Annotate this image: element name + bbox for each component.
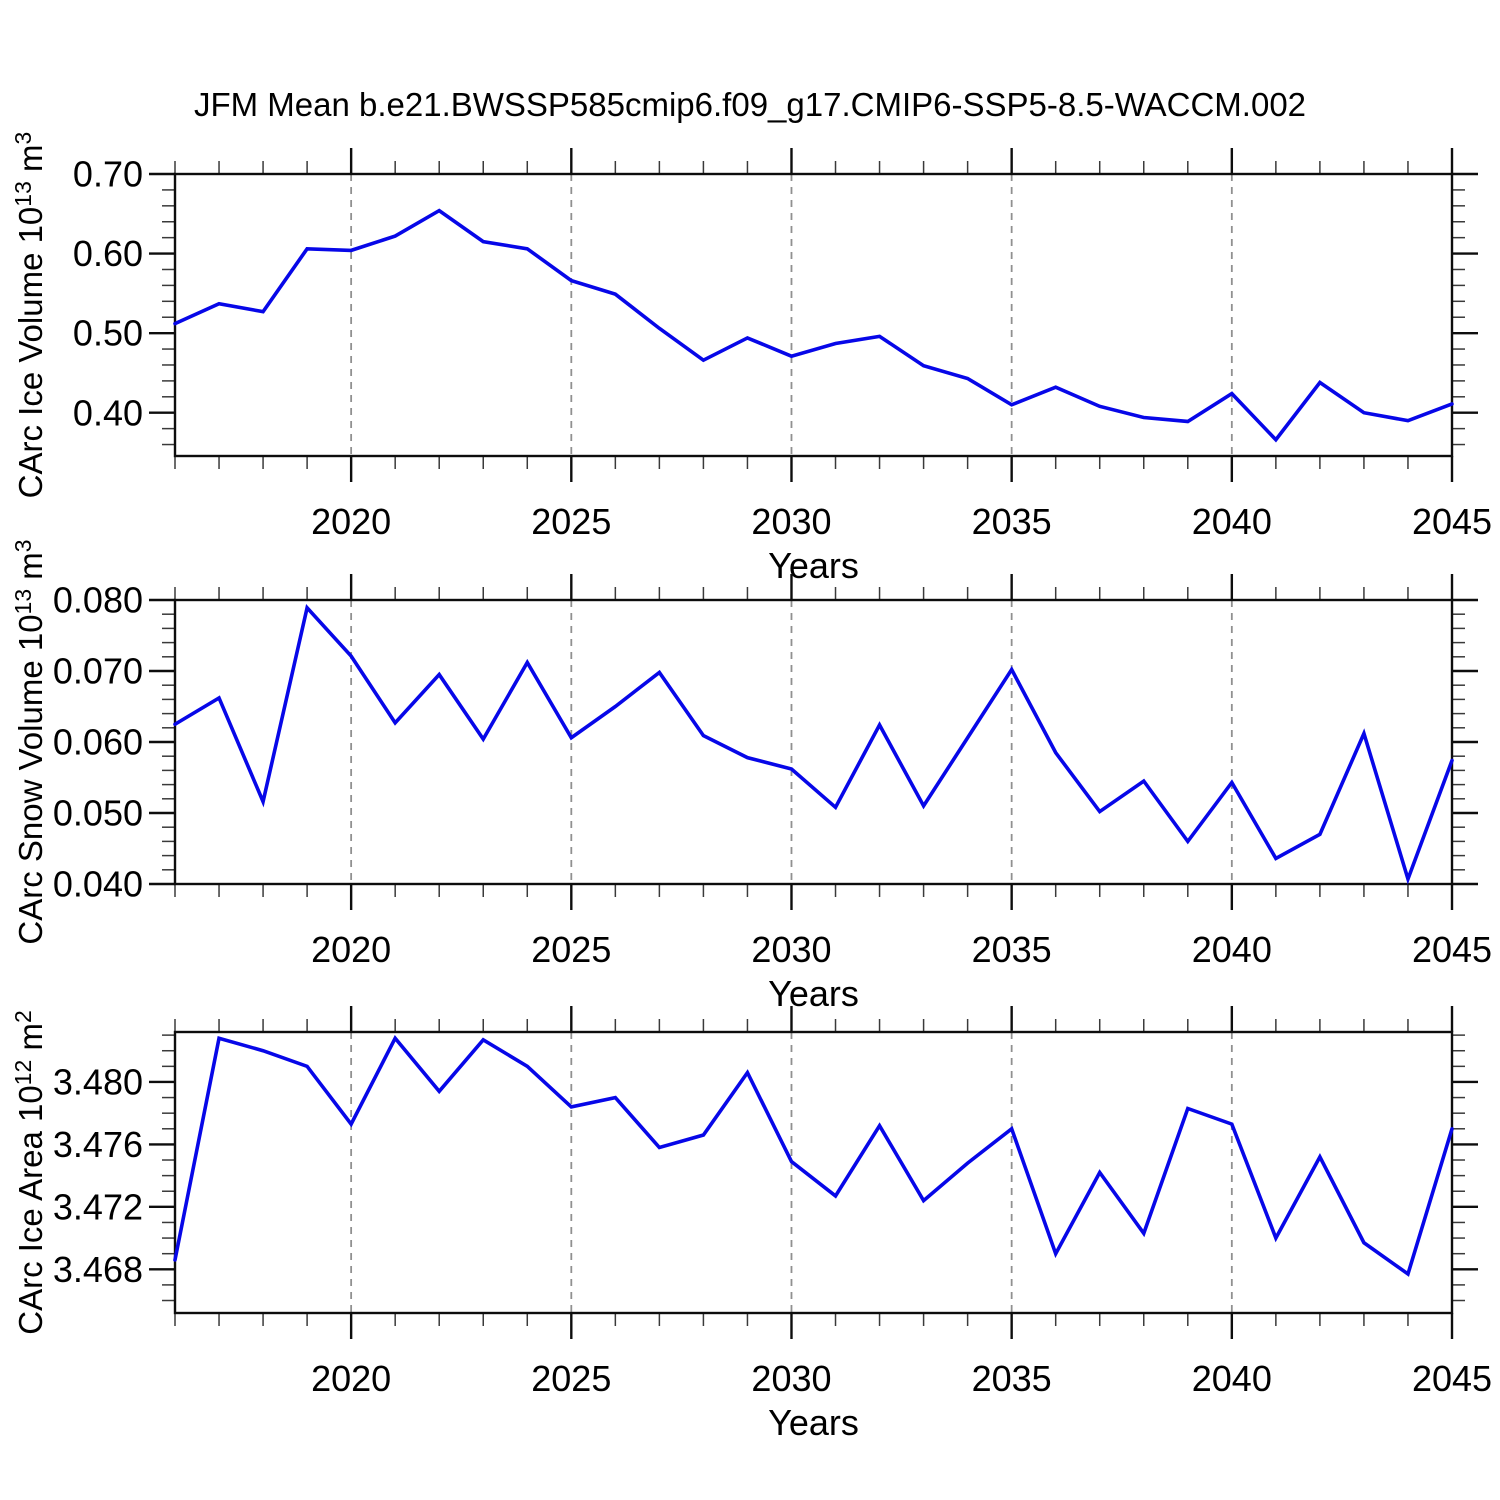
series-line-panel-1 bbox=[173, 208, 1454, 443]
y-tick-label: 0.070 bbox=[53, 651, 143, 692]
x-tick-label: 2030 bbox=[751, 929, 831, 970]
y-tick-label: 3.476 bbox=[53, 1124, 143, 1165]
x-tick-label: 2025 bbox=[531, 1358, 611, 1399]
y-axis-title: CArc Snow Volume 1013 m3 bbox=[10, 539, 49, 944]
y-tick-label: 0.70 bbox=[73, 154, 143, 195]
x-tick-label: 2040 bbox=[1192, 929, 1272, 970]
series-line-panel-3 bbox=[173, 1034, 1454, 1277]
y-tick-label: 3.468 bbox=[53, 1249, 143, 1290]
y-tick-label: 0.40 bbox=[73, 392, 143, 433]
y-tick-label: 3.480 bbox=[53, 1062, 143, 1103]
y-axis-title: CArc Ice Volume 1013 m3 bbox=[10, 132, 49, 499]
x-tick-label: 2035 bbox=[972, 929, 1052, 970]
x-tick-label: 2040 bbox=[1192, 1358, 1272, 1399]
y-tick-label: 0.60 bbox=[73, 233, 143, 274]
y-tick-label: 0.080 bbox=[53, 580, 143, 621]
y-tick-label: 3.472 bbox=[53, 1186, 143, 1227]
panel-1: 0.40 0.50 0.60 0.70 2020 2025 2030 2035 2040 2045… bbox=[10, 132, 1492, 586]
x-tick-label: 2025 bbox=[531, 501, 611, 542]
x-tick-label: 2020 bbox=[311, 501, 391, 542]
y-tick-label: 0.060 bbox=[53, 722, 143, 763]
x-tick-label: 2030 bbox=[751, 1358, 831, 1399]
figure-title: JFM Mean b.e21.BWSSP585cmip6.f09_g17.CMI… bbox=[193, 86, 1307, 123]
x-tick-label: 2045 bbox=[1412, 1358, 1492, 1399]
x-axis-title: Years bbox=[768, 1402, 859, 1443]
series-line-panel-2 bbox=[173, 604, 1454, 885]
x-tick-label: 2045 bbox=[1412, 929, 1492, 970]
plot-frame bbox=[173, 598, 1454, 886]
plot-frame bbox=[173, 1030, 1454, 1315]
plot-frame bbox=[173, 172, 1454, 458]
x-tick-label: 2035 bbox=[972, 1358, 1052, 1399]
x-tick-label: 2030 bbox=[751, 501, 831, 542]
y-tick-label: 0.040 bbox=[53, 864, 143, 905]
x-axis-title: Years bbox=[768, 973, 859, 1014]
x-axis-title: Years bbox=[768, 545, 859, 586]
panel-3: 3.468 3.472 3.476 3.480 2020 2025 2030 2035 2040… bbox=[10, 1006, 1492, 1443]
x-tick-label: 2020 bbox=[311, 1358, 391, 1399]
x-tick-label: 2020 bbox=[311, 929, 391, 970]
y-tick-label: 0.50 bbox=[73, 313, 143, 354]
x-tick-label: 2025 bbox=[531, 929, 611, 970]
y-tick-label: 0.050 bbox=[53, 793, 143, 834]
x-tick-label: 2040 bbox=[1192, 501, 1272, 542]
x-tick-label: 2035 bbox=[972, 501, 1052, 542]
x-tick-label: 2045 bbox=[1412, 501, 1492, 542]
y-axis-title: CArc Ice Area 1012 m2 bbox=[10, 1010, 49, 1335]
panel-2: 0.040 0.050 0.060 0.070 0.080 2020 2025 2030 203… bbox=[10, 539, 1492, 1014]
